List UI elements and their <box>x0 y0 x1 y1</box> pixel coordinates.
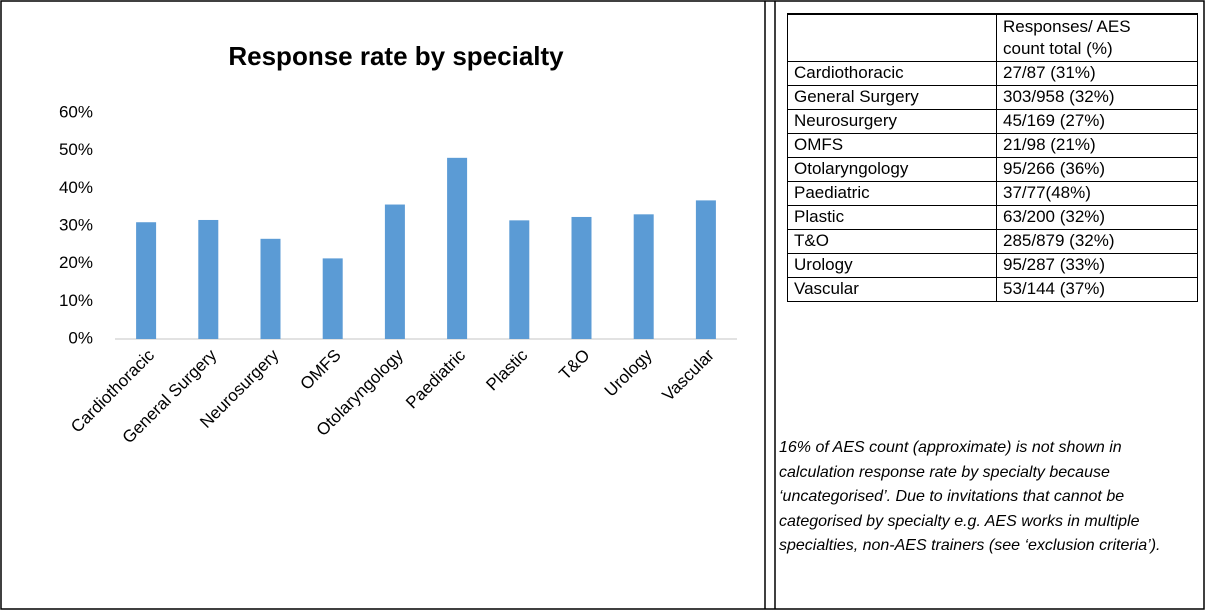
table-row: Paediatric 37/77(48%) <box>787 181 1198 206</box>
table-cell: 53/144 (37%) <box>996 277 1198 302</box>
table-row: Vascular 53/144 (37%) <box>787 277 1198 302</box>
y-tick-label: 30% <box>59 215 93 234</box>
x-tick-label: T&O <box>555 346 593 384</box>
table-row: Neurosurgery 45/169 (27%) <box>787 109 1198 134</box>
y-tick-label: 10% <box>59 291 93 310</box>
table-cell: Paediatric <box>787 181 997 206</box>
y-tick-label: 60% <box>59 102 93 121</box>
table-row: Otolaryngology 95/266 (36%) <box>787 157 1198 182</box>
table-row: Urology 95/287 (33%) <box>787 253 1198 278</box>
table-row: T&O 285/879 (32%) <box>787 229 1198 254</box>
header-cell <box>787 13 997 62</box>
note: 16% of AES count (approximate) is not sh… <box>779 439 1161 554</box>
table-cell: 95/287 (33%) <box>996 253 1198 278</box>
table-cell: Urology <box>787 253 997 278</box>
x-tick-label: Urology <box>601 345 656 400</box>
bar <box>136 222 157 339</box>
table-cell: 45/169 (27%) <box>996 109 1198 134</box>
chart-title: Response rate by specialty <box>228 41 564 71</box>
table-row: OMFS 21/98 (21%) <box>787 133 1198 158</box>
y-tick-label: 40% <box>59 178 93 197</box>
table-cell: General Surgery <box>787 85 997 110</box>
header-cell: Responses/ AES count total (%) <box>996 13 1198 62</box>
table-cell: T&O <box>787 229 997 254</box>
table-cell: Plastic <box>787 205 997 230</box>
table-cell: Cardiothoracic <box>787 61 997 86</box>
x-tick-label: Paediatric <box>402 345 469 412</box>
table-cell: Vascular <box>787 277 997 302</box>
bar <box>322 258 343 339</box>
table-cell: 63/200 (32%) <box>996 205 1198 230</box>
x-tick-label: Vascular <box>659 345 719 405</box>
table-cell: OMFS <box>787 133 997 158</box>
header-text: Responses/ AES count total (%) <box>1003 17 1131 58</box>
header-row: Responses/ AES count total (%) <box>787 13 1198 62</box>
table-cell: 95/266 (36%) <box>996 157 1198 182</box>
table-cell: 303/958 (32%) <box>996 85 1198 110</box>
bar <box>509 220 530 339</box>
table-row: General Surgery 303/958 (32%) <box>787 85 1198 110</box>
table-row: Cardiothoracic 27/87 (31%) <box>787 61 1198 86</box>
y-tick-label: 0% <box>68 328 93 347</box>
bar <box>384 204 405 339</box>
table-cell: 21/98 (21%) <box>996 133 1198 158</box>
x-tick-label: Plastic <box>482 345 531 394</box>
table-cell: Otolaryngology <box>787 157 997 182</box>
y-tick-label: 50% <box>59 140 93 159</box>
y-tick-label: 20% <box>59 253 93 272</box>
table-cell: 285/879 (32%) <box>996 229 1198 254</box>
bar <box>198 219 219 339</box>
bar <box>571 216 592 339</box>
table-row: Plastic 63/200 (32%) <box>787 205 1198 230</box>
table: Responses/ AES count total (%) Cardiothor… <box>787 13 1198 302</box>
bar <box>447 157 468 339</box>
table-cell: 27/87 (31%) <box>996 61 1198 86</box>
bar <box>633 214 654 339</box>
table-cell: 37/77(48%) <box>996 181 1198 206</box>
bar <box>695 200 716 339</box>
x-tick-label: OMFS <box>297 346 345 394</box>
table-cell: Neurosurgery <box>787 109 997 134</box>
bar <box>260 238 281 339</box>
